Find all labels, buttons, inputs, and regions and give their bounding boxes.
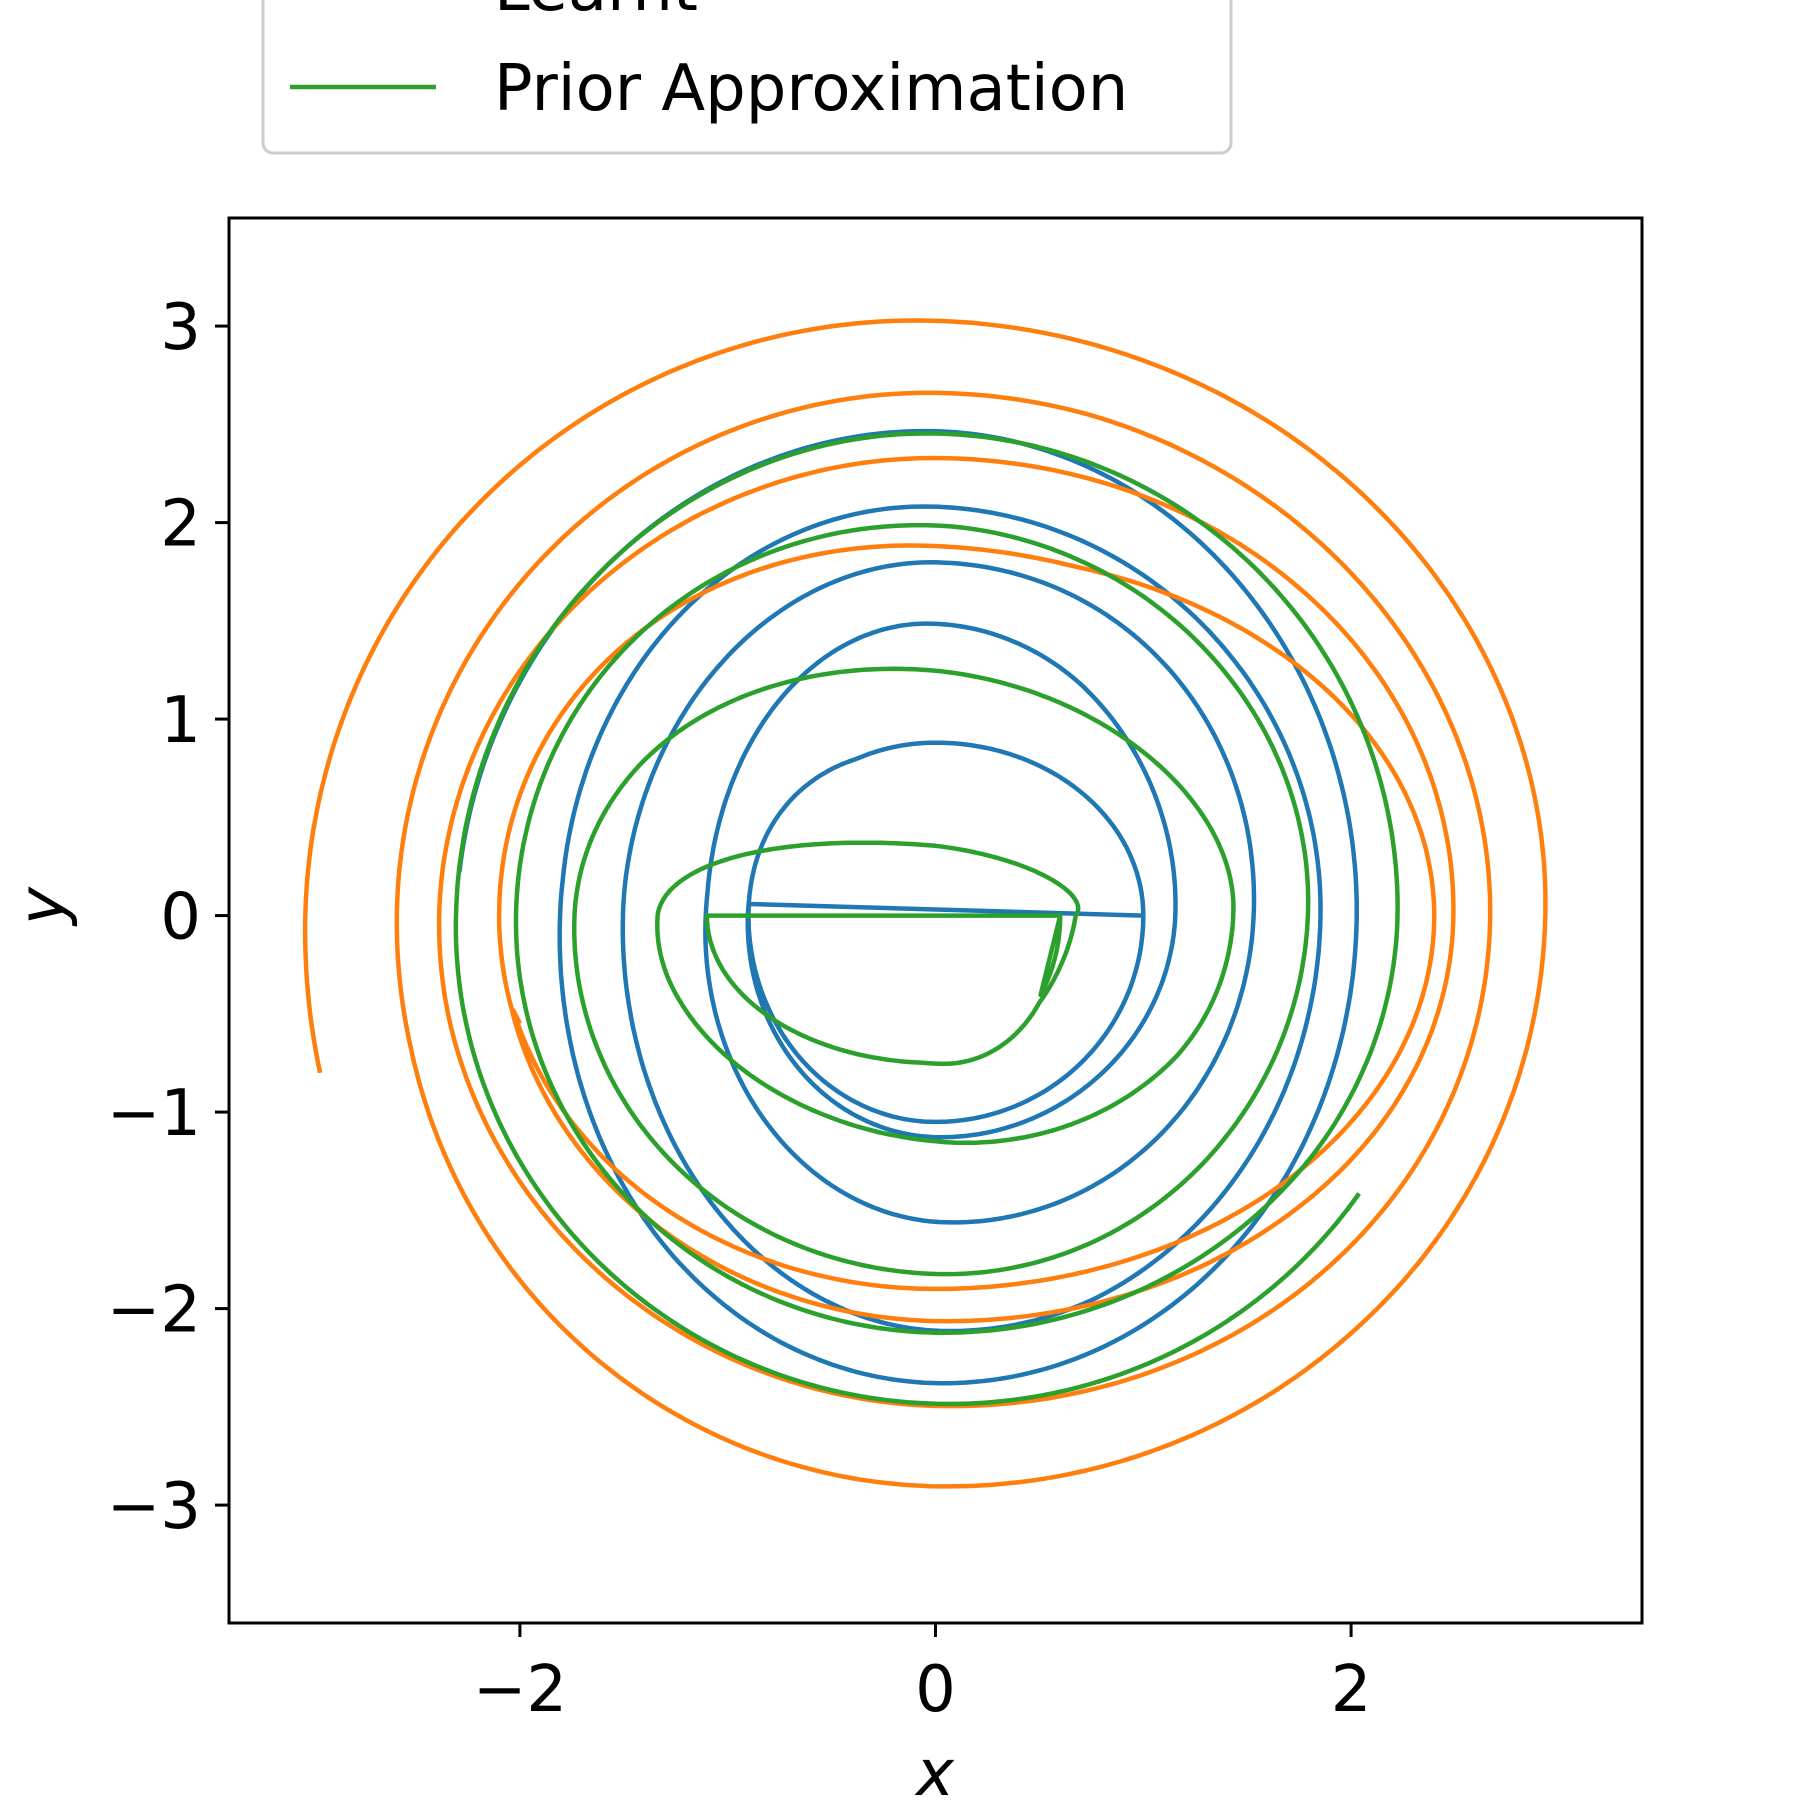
y-tick-label: −1	[107, 1077, 201, 1151]
legend-label-prior-approximation: Prior Approximation	[494, 52, 1128, 126]
legend: Learnt Prior Approximation	[261, 0, 1233, 155]
x-axis-label: x	[914, 1737, 955, 1800]
y-tick-label: 0	[160, 881, 201, 955]
legend-frame	[261, 0, 1233, 155]
y-tick-label: 2	[160, 488, 201, 562]
x-tick-label: −2	[473, 1653, 567, 1727]
x-tick-label: 2	[1331, 1653, 1372, 1727]
y-tick-label: −3	[107, 1470, 201, 1544]
y-tick-label: −2	[107, 1274, 201, 1348]
series-line-1	[302, 318, 1548, 1489]
y-tick-label: 1	[160, 684, 201, 758]
y-axis-label: y	[6, 886, 80, 927]
series-line-0	[457, 428, 1359, 1386]
y-tick-label: 3	[160, 291, 201, 365]
x-tick-label: 0	[915, 1653, 956, 1727]
series-line-2	[453, 431, 1400, 1407]
x-axis: −2 0 2	[473, 1623, 1372, 1727]
legend-label-learnt: Learnt	[494, 0, 698, 26]
y-axis: −3 −2 −1 0 1 2 3	[107, 291, 229, 1544]
series-layer	[302, 318, 1548, 1489]
